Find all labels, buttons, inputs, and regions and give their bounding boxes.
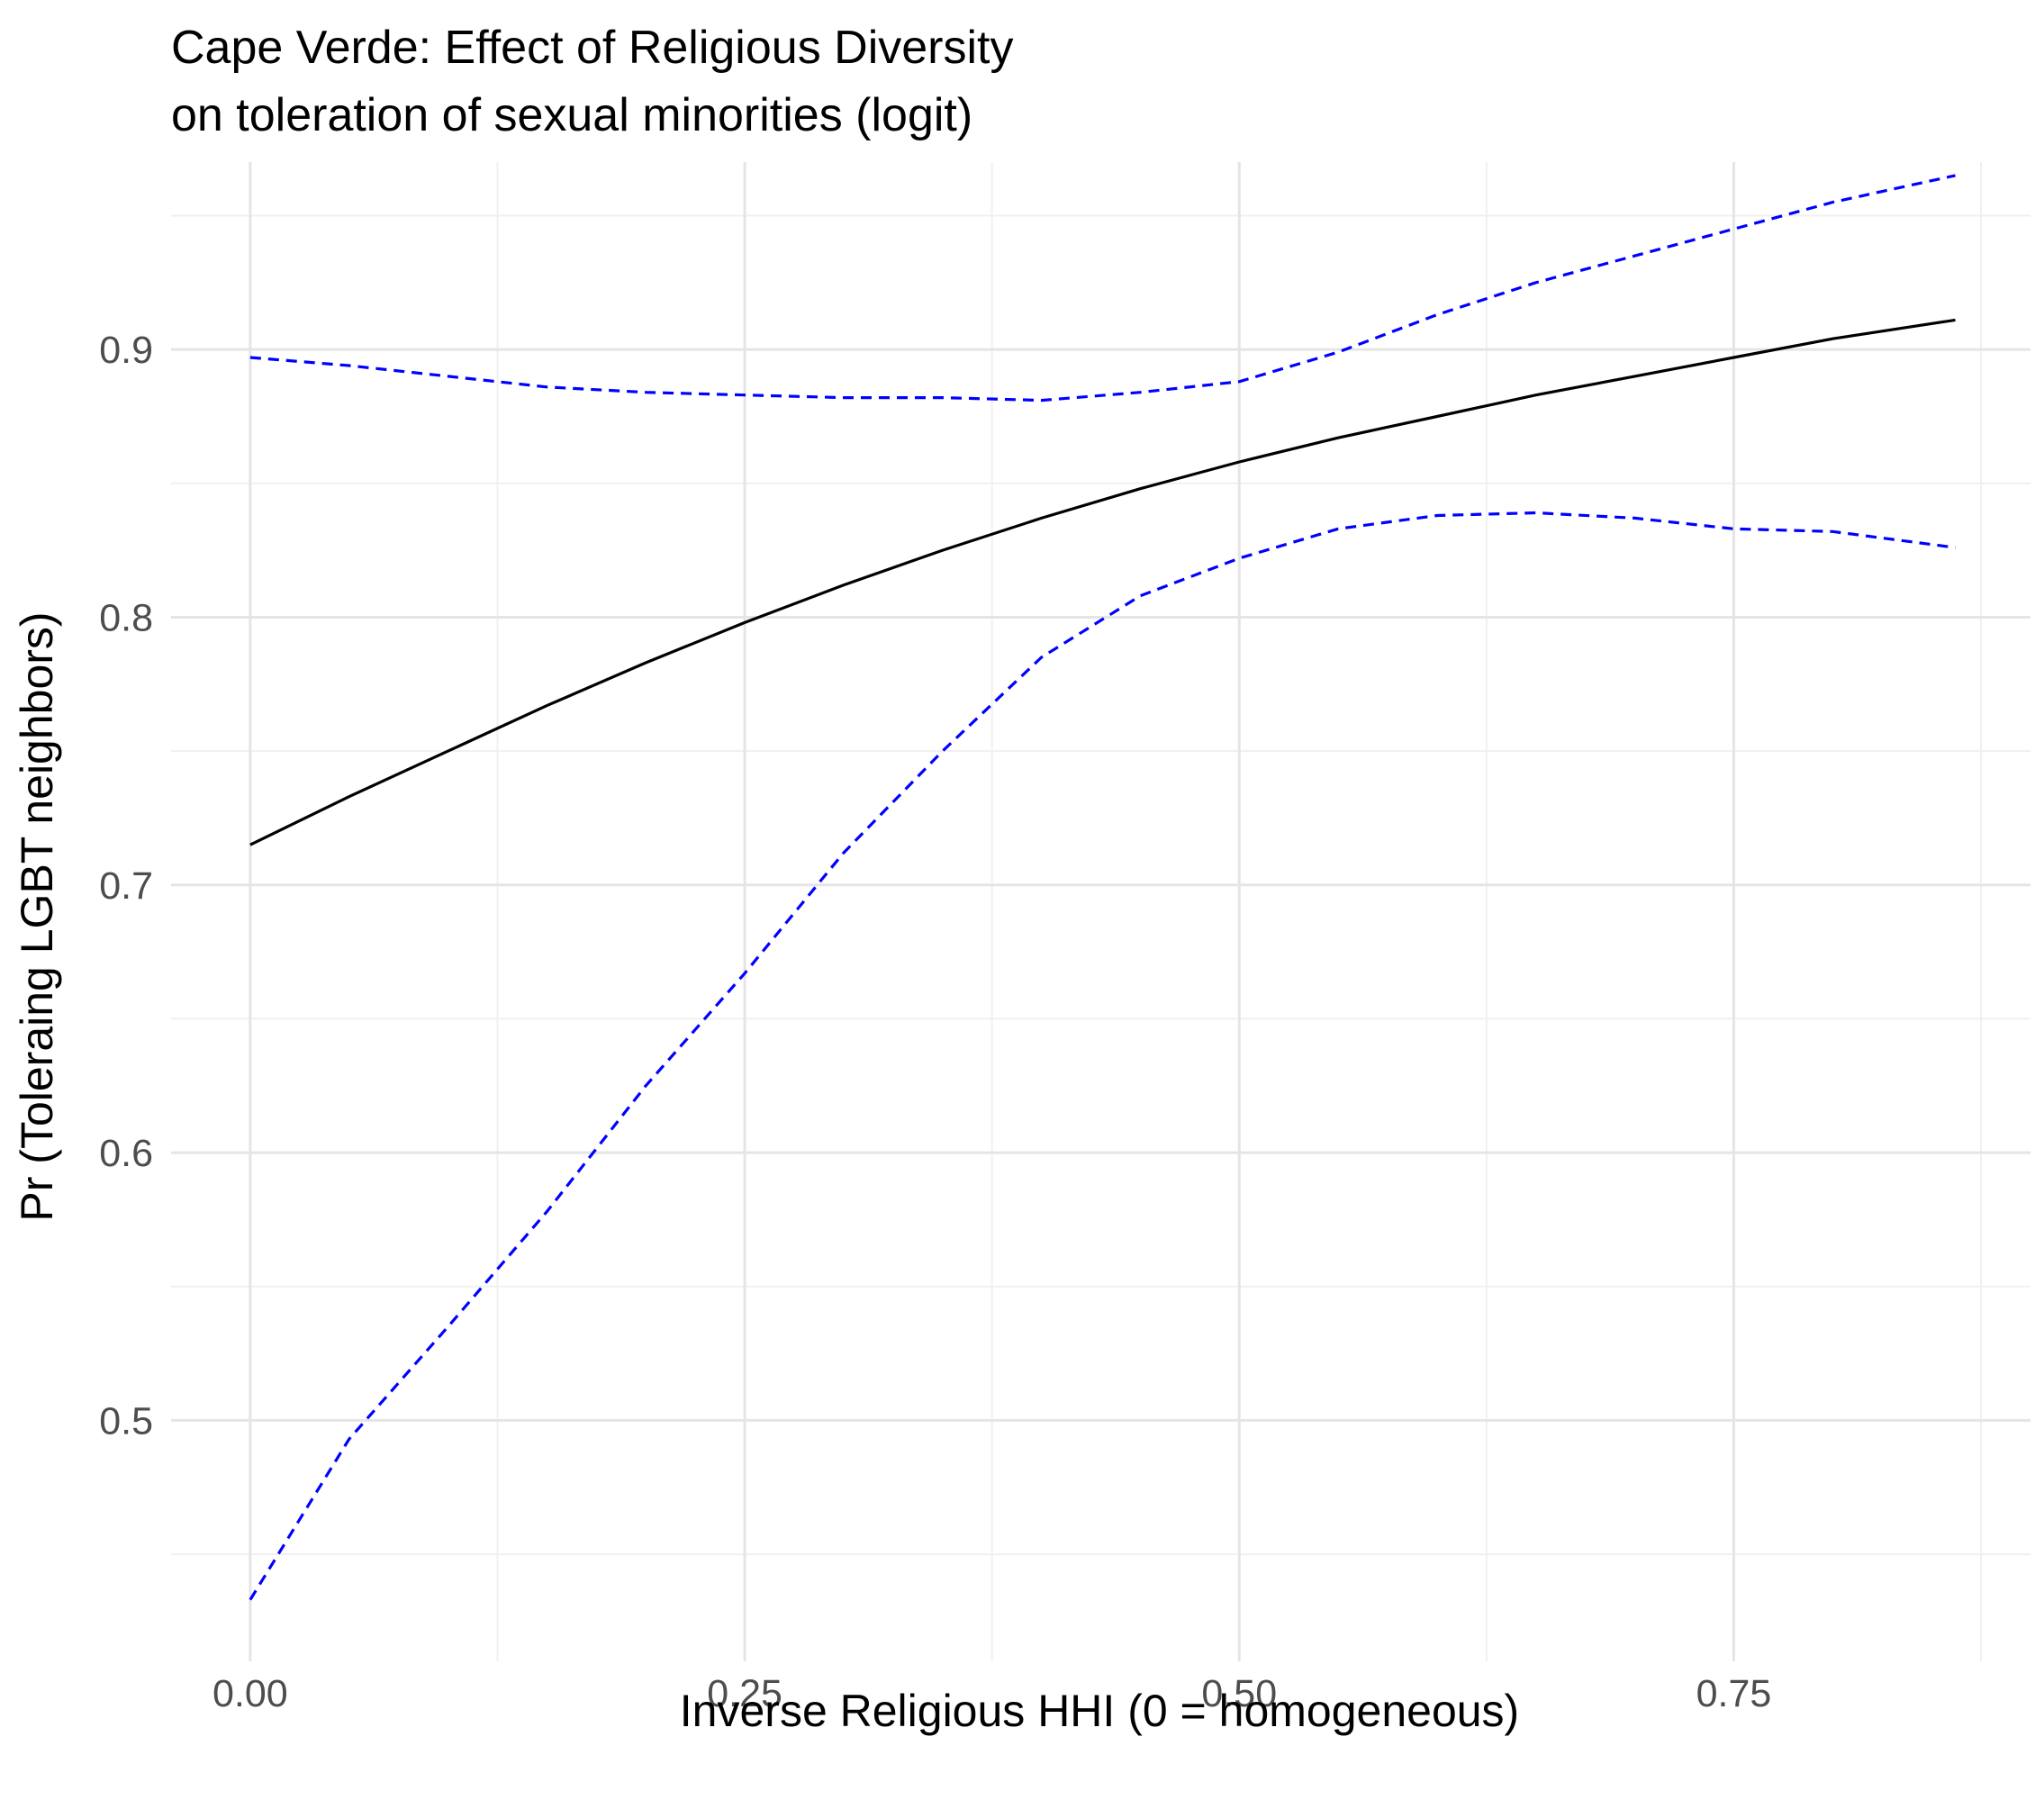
minor-gridlines <box>171 162 2030 1661</box>
x-tick-label: 0.75 <box>1696 1672 1772 1715</box>
x-tick-label: 0.50 <box>1201 1672 1277 1715</box>
x-tick-label: 0.00 <box>213 1672 288 1715</box>
chart-subtitle: on toleration of sexual minorities (logi… <box>171 89 972 141</box>
y-tick-label: 0.7 <box>99 864 153 908</box>
chart-title: Cape Verde: Effect of Religious Diversit… <box>171 22 1014 74</box>
y-axis-title: Pr (Toleraing LGBT neighbors) <box>12 611 62 1221</box>
series-layer <box>249 174 1956 1601</box>
y-tick-label: 0.9 <box>99 329 153 372</box>
y-tick-label: 0.6 <box>99 1132 153 1175</box>
predicted-probability-line <box>249 318 1956 846</box>
lower-confidence-bound-line <box>249 511 1956 1601</box>
x-axis-title: Inverse Religious HHI (0 = homogeneous) <box>680 1686 1519 1736</box>
upper-confidence-bound-line <box>249 174 1956 403</box>
plot-area <box>171 162 2030 1661</box>
y-tick-label: 0.5 <box>99 1399 153 1443</box>
y-axis-ticks: 0.5 0.6 0.7 0.8 0.9 <box>99 329 153 1443</box>
major-gridlines <box>171 162 2030 1661</box>
y-tick-label: 0.8 <box>99 596 153 639</box>
x-axis-ticks: 0.00 0.25 0.50 0.75 <box>213 1672 1771 1715</box>
x-tick-label: 0.25 <box>707 1672 782 1715</box>
